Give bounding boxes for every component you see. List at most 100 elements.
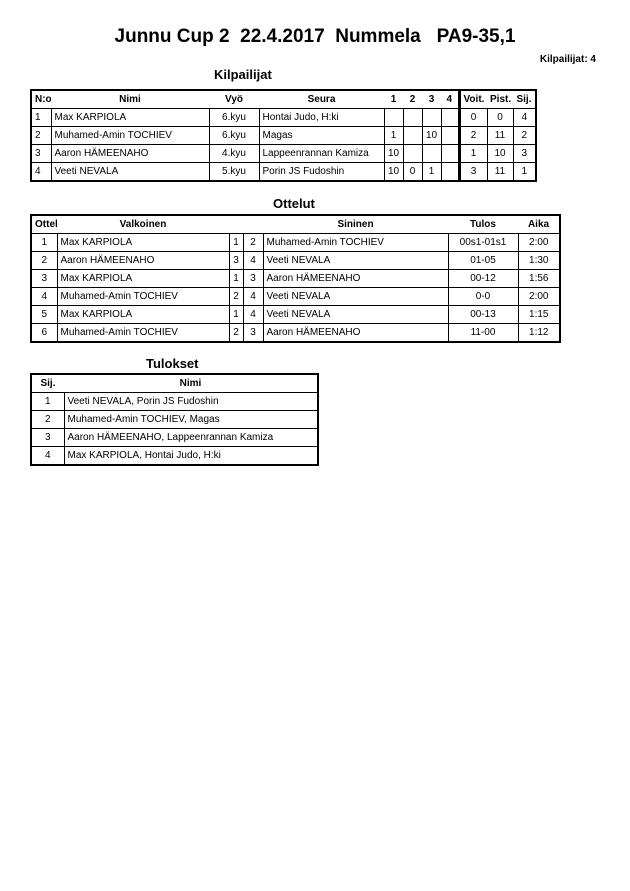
column-header: Aika	[527, 219, 550, 230]
table-cell: 10	[383, 162, 404, 182]
column-header: 3	[428, 94, 435, 105]
table-cell: 2:00	[517, 233, 561, 252]
table-row: 4 Veeti NEVALA 5.kyu Porin JS Fudoshin 10 0 1 3…	[30, 162, 537, 182]
table-row: 3 Aaron HÄMEENAHO, Lappeenrannan Kamiza	[30, 428, 319, 447]
table-cell: 2:00	[517, 287, 561, 306]
table-cell: 1	[512, 162, 537, 182]
table-cell: 6	[30, 323, 58, 343]
table-cell: 3	[30, 269, 58, 288]
table-cell: 4	[242, 305, 264, 324]
table-row: 1 Veeti NEVALA, Porin JS Fudoshin	[30, 392, 319, 411]
table-cell: 3	[512, 144, 537, 163]
table-cell: 1:30	[517, 251, 561, 270]
table-cell: 00-12	[447, 269, 519, 288]
table-cell: Max KARPIOLA, Hontai Judo, H:ki	[63, 446, 319, 466]
table-cell	[440, 162, 460, 182]
competitors-table: N:o Nimi Vyö Seura 1 2 3 4 Voit. Pist. Sij. 1 Max KA…	[30, 89, 537, 182]
column-header: Sininen	[337, 219, 374, 230]
table-cell	[383, 108, 404, 127]
table-cell: 10	[421, 126, 442, 145]
table-cell	[402, 108, 423, 127]
column-header: Vyö	[225, 94, 243, 105]
table-cell: 2	[228, 323, 244, 343]
table-cell: Muhamed-Amin TOCHIEV, Magas	[63, 410, 319, 429]
table-cell: 1	[228, 305, 244, 324]
table-cell: 00s1-01s1	[447, 233, 519, 252]
column-header	[229, 215, 243, 234]
column-header: Nimi	[179, 378, 202, 389]
table-cell: 4.kyu	[208, 144, 260, 163]
table-cell: 2	[30, 251, 58, 270]
table-cell: 01-05	[447, 251, 519, 270]
table-cell: Veeti NEVALA	[262, 287, 449, 306]
table-cell: 2	[242, 233, 264, 252]
column-header: Voit.	[457, 90, 487, 109]
table-cell: 6.kyu	[208, 108, 260, 127]
table-cell	[402, 126, 423, 145]
table-row: 5 Max KARPIOLA 1 4 Veeti NEVALA 00-13 1:15	[30, 305, 561, 324]
results-table: Sij. Nimi 1 Veeti NEVALA, Porin JS Fudoshin…	[30, 373, 319, 466]
table-cell: 5	[30, 305, 58, 324]
table-cell: 11	[486, 126, 514, 145]
table-cell: 11	[486, 162, 514, 182]
table-cell: 1:15	[517, 305, 561, 324]
table-cell: 10	[383, 144, 404, 163]
column-header: Seura	[307, 94, 336, 105]
table-cell: 0-0	[447, 287, 519, 306]
table-cell	[440, 108, 460, 127]
table-cell: 1	[457, 144, 488, 163]
competitors-heading: Kilpailijat	[214, 67, 272, 82]
matches-table: OtteluValkoinenSininenTulosAika1Max KARP…	[30, 214, 561, 343]
table-cell: 2	[457, 126, 488, 145]
column-header: 1	[390, 94, 397, 105]
table-row: 4 Max KARPIOLA, Hontai Judo, H:ki	[30, 446, 319, 466]
table-cell: 1	[228, 269, 244, 288]
table-cell: 4	[30, 287, 58, 306]
table-cell: 2	[512, 126, 537, 145]
table-cell: 3	[242, 269, 264, 288]
table-cell: 0	[402, 162, 423, 182]
table-cell: Max KARPIOLA	[56, 269, 230, 288]
table-cell: 4	[242, 287, 264, 306]
table-cell: 11-00	[447, 323, 519, 343]
table-cell: 5.kyu	[208, 162, 260, 182]
table-cell: Muhamed-Amin TOCHIEV	[50, 126, 210, 145]
column-header: Valkoinen	[119, 219, 167, 230]
column-header: Sij.	[516, 94, 532, 105]
table-cell: Veeti NEVALA, Porin JS Fudoshin	[63, 392, 319, 411]
column-header: 4	[446, 94, 453, 105]
table-cell: Veeti NEVALA	[50, 162, 210, 182]
table-cell: Veeti NEVALA	[262, 251, 449, 270]
table-cell: Aaron HÄMEENAHO	[262, 323, 449, 343]
table-cell: 4	[30, 162, 52, 182]
column-header: Pist.	[490, 94, 512, 105]
table-cell: 0	[486, 108, 514, 127]
table-row: 2 Muhamed-Amin TOCHIEV, Magas	[30, 410, 319, 429]
column-header: Sij.	[40, 378, 56, 389]
table-cell: Muhamed-Amin TOCHIEV	[262, 233, 449, 252]
table-cell: 1	[383, 126, 404, 145]
table-row: 2 Muhamed-Amin TOCHIEV 6.kyu Magas 1 10 2 11 2	[30, 126, 537, 145]
table-cell: 1	[30, 392, 65, 411]
table-cell: Aaron HÄMEENAHO	[50, 144, 210, 163]
table-cell: Aaron HÄMEENAHO	[262, 269, 449, 288]
table-cell	[440, 144, 460, 163]
table-cell	[421, 144, 442, 163]
table-cell	[440, 126, 460, 145]
table-cell: 3	[30, 428, 65, 447]
table-cell: 0	[457, 108, 488, 127]
competitor-count: Kilpailijat: 4	[539, 54, 596, 65]
column-header: N:o	[35, 94, 51, 105]
table-cell: Max KARPIOLA	[56, 305, 230, 324]
table-cell: 3	[242, 323, 264, 343]
table-cell: Veeti NEVALA	[262, 305, 449, 324]
table-cell: 3	[228, 251, 244, 270]
table-row: 3 Max KARPIOLA 1 3 Aaron HÄMEENAHO 00-12 1:56	[30, 269, 561, 288]
table-cell: 1	[421, 162, 442, 182]
table-cell: Aaron HÄMEENAHO	[56, 251, 230, 270]
column-header: Tulos	[470, 219, 496, 230]
table-cell: 3	[457, 162, 488, 182]
table-cell: 1	[228, 233, 244, 252]
table-cell: Lappeenrannan Kamiza	[258, 144, 385, 163]
table-cell: Muhamed-Amin TOCHIEV	[56, 323, 230, 343]
